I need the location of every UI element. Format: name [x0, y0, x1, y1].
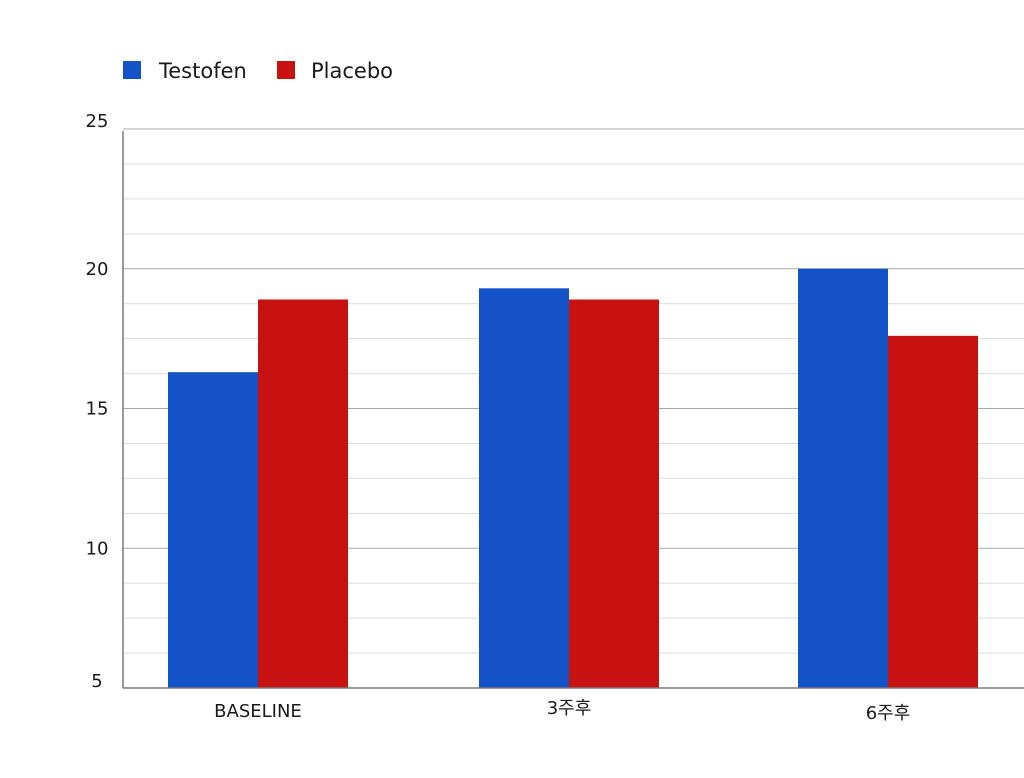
legend: Testofen Placebo	[123, 59, 393, 83]
x-category-label: 3주후	[547, 698, 592, 719]
bar-testofen-0	[168, 372, 258, 688]
y-axis-tick-labels: 5 10 15 20 25	[86, 111, 109, 692]
legend-swatch-testofen	[123, 61, 141, 79]
axes	[122, 131, 1024, 689]
x-category-label: 6주후	[866, 703, 911, 724]
legend-swatch-placebo	[277, 61, 295, 79]
x-category-label: BASELINE	[214, 701, 302, 722]
y-tick-label: 15	[86, 399, 109, 420]
y-tick-label: 5	[91, 671, 102, 692]
y-tick-label: 25	[86, 111, 109, 132]
bar-testofen-2	[798, 268, 888, 688]
bar-placebo-0	[258, 299, 348, 688]
bar-placebo-2	[888, 335, 978, 688]
y-tick-label: 10	[86, 538, 109, 559]
legend-label-placebo: Placebo	[311, 59, 393, 83]
bar-placebo-1	[569, 299, 659, 688]
legend-label-testofen: Testofen	[158, 59, 247, 83]
x-axis-category-labels: BASELINE 3주후 6주후	[214, 698, 910, 724]
y-tick-label: 20	[86, 259, 109, 280]
bar-testofen-1	[479, 288, 569, 688]
bars	[168, 268, 978, 688]
